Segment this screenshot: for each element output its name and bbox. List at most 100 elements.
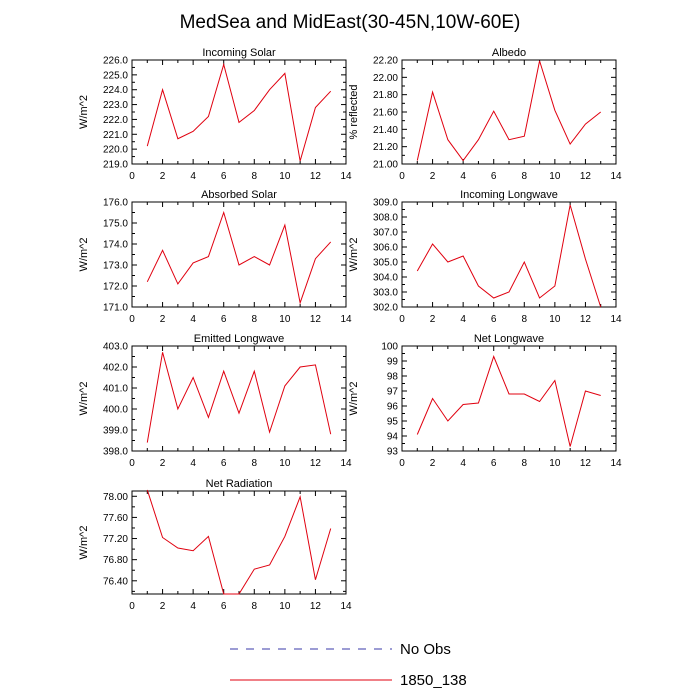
legend: No Obs 1850_138 xyxy=(230,641,467,689)
x-tick-label: 10 xyxy=(279,458,291,469)
series-line-1850-138 xyxy=(146,210,332,305)
x-tick-label: 2 xyxy=(430,314,436,325)
y-axis-label: W/m^2 xyxy=(348,382,360,416)
x-tick-label: 8 xyxy=(252,458,258,469)
y-tick-label: 303.0 xyxy=(373,288,398,299)
panel-net-radiation: Net Radiation W/m^2 0 2 4 6 8 10 12 14 76.40 76.80 7… xyxy=(78,478,352,612)
y-tick-label: 172.0 xyxy=(103,282,128,293)
x-tick-label: 12 xyxy=(580,458,592,469)
series-line-1850-138 xyxy=(146,62,332,162)
legend-entry-no-obs: No Obs xyxy=(230,641,451,658)
x-tick-label: 8 xyxy=(522,314,528,325)
y-tick-label: 302.0 xyxy=(373,303,398,314)
x-tick-label: 14 xyxy=(340,458,352,469)
y-tick-label: 401.0 xyxy=(103,384,128,395)
y-tick-label: 99 xyxy=(387,357,399,368)
y-tick-label: 221.0 xyxy=(103,130,128,141)
panel-net-longwave: Net Longwave W/m^2 0 2 4 6 8 10 12 14 93 94 95 96 97 98… xyxy=(348,333,622,469)
x-tick-label: 0 xyxy=(129,601,135,612)
x-tick-label: 2 xyxy=(160,171,166,182)
y-tick-label: 76.80 xyxy=(103,555,128,566)
y-tick-label: 22.20 xyxy=(373,56,398,67)
y-tick-label: 400.0 xyxy=(103,405,128,416)
y-tick-label: 100 xyxy=(381,342,398,353)
x-tick-label: 6 xyxy=(221,601,227,612)
x-tick-label: 14 xyxy=(610,171,622,182)
y-tick-label: 96 xyxy=(387,402,399,413)
legend-label-1850-138: 1850_138 xyxy=(400,672,467,689)
y-tick-label: 94 xyxy=(387,432,399,443)
y-tick-label: 21.00 xyxy=(373,160,398,171)
x-tick-label: 6 xyxy=(491,314,497,325)
x-tick-label: 14 xyxy=(340,314,352,325)
x-tick-label: 14 xyxy=(340,171,352,182)
panel-title: Net Radiation xyxy=(206,478,273,490)
figure-title: MedSea and MidEast(30-45N,10W-60E) xyxy=(180,12,521,33)
panel-title: Albedo xyxy=(492,47,526,59)
y-axis-label: W/m^2 xyxy=(78,526,90,560)
x-tick-label: 4 xyxy=(190,314,196,325)
legend-entry-1850-138: 1850_138 xyxy=(230,672,467,689)
x-tick-label: 6 xyxy=(221,314,227,325)
panel-albedo: Albedo % reflected 0 2 4 6 8 10 12 14 21.00 21.20 21… xyxy=(348,47,622,182)
x-tick-label: 14 xyxy=(610,314,622,325)
y-tick-label: 21.40 xyxy=(373,125,398,136)
x-tick-label: 6 xyxy=(491,171,497,182)
series-line-1850-138 xyxy=(146,352,332,443)
y-axis-label: W/m^2 xyxy=(78,382,90,416)
y-tick-label: 399.0 xyxy=(103,426,128,437)
y-tick-label: 173.0 xyxy=(103,261,128,272)
x-tick-label: 10 xyxy=(279,314,291,325)
x-tick-label: 10 xyxy=(279,171,291,182)
x-tick-label: 0 xyxy=(129,171,135,182)
y-tick-label: 22.00 xyxy=(373,73,398,84)
y-tick-label: 398.0 xyxy=(103,447,128,458)
y-axis-label: W/m^2 xyxy=(348,238,360,272)
x-tick-label: 6 xyxy=(491,458,497,469)
panel-absorbed-solar: Absorbed Solar W/m^2 0 2 4 6 8 10 12 14 171.0 172.0… xyxy=(78,189,352,325)
y-tick-label: 95 xyxy=(387,417,399,428)
x-tick-label: 12 xyxy=(580,314,592,325)
x-tick-label: 2 xyxy=(160,601,166,612)
y-tick-label: 98 xyxy=(387,372,399,383)
x-tick-label: 0 xyxy=(399,458,405,469)
x-tick-label: 14 xyxy=(340,601,352,612)
x-tick-label: 2 xyxy=(160,314,166,325)
x-tick-label: 8 xyxy=(522,171,528,182)
plot-frame xyxy=(131,490,347,595)
x-tick-label: 4 xyxy=(190,458,196,469)
x-tick-label: 8 xyxy=(252,314,258,325)
y-tick-label: 21.80 xyxy=(373,90,398,101)
panel-title: Absorbed Solar xyxy=(201,189,277,201)
x-tick-label: 4 xyxy=(190,171,196,182)
panel-title: Incoming Longwave xyxy=(460,189,558,201)
x-tick-label: 12 xyxy=(310,314,322,325)
y-tick-label: 21.20 xyxy=(373,142,398,153)
y-tick-label: 225.0 xyxy=(103,70,128,81)
x-tick-label: 6 xyxy=(221,171,227,182)
series-line-1850-138 xyxy=(146,489,332,595)
x-tick-label: 4 xyxy=(190,601,196,612)
y-tick-label: 224.0 xyxy=(103,85,128,96)
x-tick-label: 2 xyxy=(430,171,436,182)
x-tick-label: 0 xyxy=(129,314,135,325)
panel-title: Incoming Solar xyxy=(202,47,276,59)
series-line-1850-138 xyxy=(416,204,602,308)
legend-label-no-obs: No Obs xyxy=(400,641,451,658)
x-tick-label: 0 xyxy=(399,171,405,182)
x-tick-label: 12 xyxy=(580,171,592,182)
y-tick-label: 175.0 xyxy=(103,219,128,230)
y-tick-label: 223.0 xyxy=(103,100,128,111)
y-tick-label: 21.60 xyxy=(373,108,398,119)
x-tick-label: 10 xyxy=(549,314,561,325)
x-tick-label: 8 xyxy=(522,458,528,469)
y-tick-label: 226.0 xyxy=(103,56,128,67)
plot-frame xyxy=(401,59,617,165)
y-tick-label: 78.00 xyxy=(103,492,128,503)
x-tick-label: 10 xyxy=(549,458,561,469)
x-tick-label: 8 xyxy=(252,601,258,612)
y-tick-label: 77.60 xyxy=(103,513,128,524)
y-tick-label: 219.0 xyxy=(103,160,128,171)
x-tick-label: 2 xyxy=(430,458,436,469)
